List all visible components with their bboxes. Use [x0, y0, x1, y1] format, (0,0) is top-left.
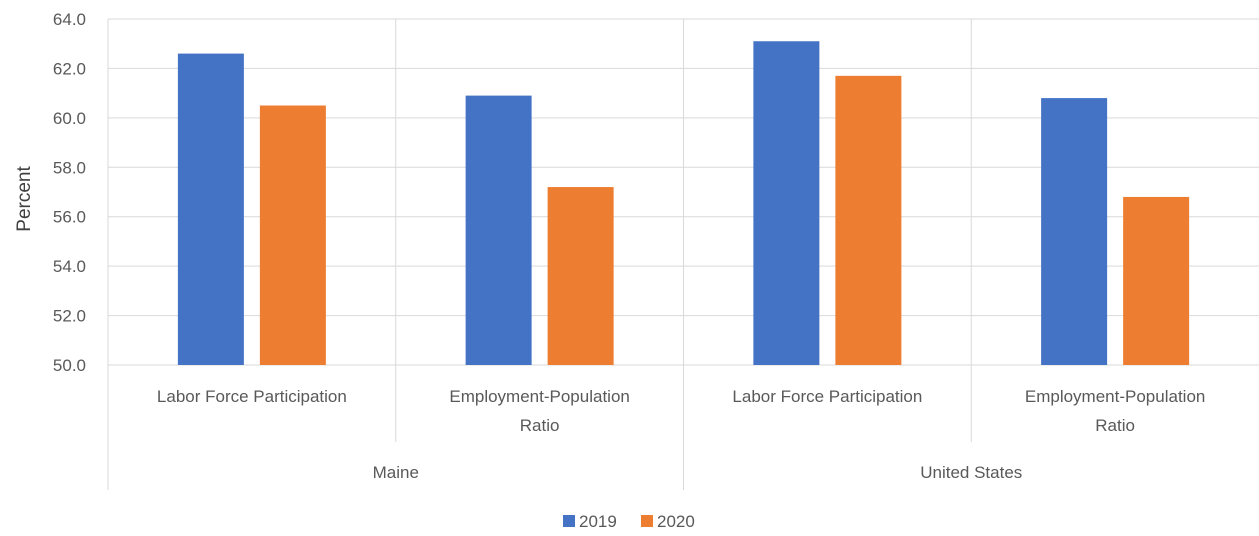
- category-dividers: [107, 19, 972, 490]
- x-category-label: Employment-Population Ratio: [449, 387, 629, 435]
- x-category-label: Labor Force Participation: [732, 387, 922, 406]
- bar-2020: [259, 105, 326, 365]
- y-tick-label: 60.0: [53, 109, 86, 128]
- x-category-label: Labor Force Participation: [157, 387, 347, 406]
- y-tick-label: 54.0: [53, 257, 86, 276]
- y-axis-label: Percent: [14, 166, 35, 232]
- y-axis-ticks: 50.0 52.0 54.0 56.0 58.0 60.0 62.0 64.0: [53, 10, 86, 375]
- legend-label-2020: 2020: [657, 512, 695, 531]
- legend: 2019 2020: [563, 512, 695, 531]
- y-tick-label: 64.0: [53, 10, 86, 29]
- bar-2019: [177, 53, 244, 365]
- y-tick-label: 52.0: [53, 307, 86, 326]
- x-axis-categories: Labor Force Participation Employment-Popu…: [157, 387, 1205, 435]
- y-tick-label: 62.0: [53, 59, 86, 78]
- bar-2020: [1123, 196, 1190, 365]
- y-tick-label: 56.0: [53, 208, 86, 227]
- x-group-label: Maine: [373, 463, 419, 482]
- legend-swatch-2020: [641, 515, 653, 527]
- y-tick-label: 50.0: [53, 356, 86, 375]
- bar-2019: [465, 95, 532, 365]
- legend-label-2019: 2019: [579, 512, 617, 531]
- x-category-label: Employment-Population Ratio: [1025, 387, 1205, 435]
- x-group-label: United States: [920, 463, 1022, 482]
- x-axis-groups: Maine United States: [373, 463, 1023, 482]
- y-tick-label: 58.0: [53, 158, 86, 177]
- bar-2019: [1041, 98, 1108, 365]
- bars: [177, 41, 1190, 365]
- bar-2020: [835, 75, 902, 365]
- bar-2020: [547, 187, 614, 365]
- bar-2019: [753, 41, 820, 365]
- legend-swatch-2019: [563, 515, 575, 527]
